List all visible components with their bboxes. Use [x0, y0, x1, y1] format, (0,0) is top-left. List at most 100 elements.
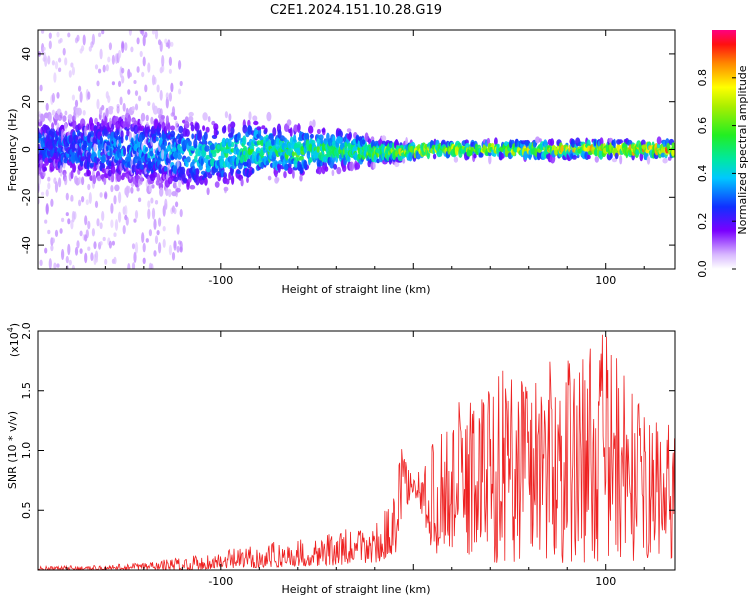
- heatmap-cell: [68, 259, 72, 266]
- heatmap-cell: [61, 217, 65, 223]
- heatmap-cell: [105, 107, 109, 118]
- heatmap-cell: [126, 123, 130, 130]
- heatmap-cell: [44, 55, 48, 67]
- spectrogram-ticks: -100 100 -40 -20 0 20 40: [20, 30, 675, 287]
- colorbar-tick-label: 0.4: [696, 165, 709, 183]
- heatmap-cell: [87, 246, 91, 251]
- heatmap-cell: [134, 103, 139, 111]
- heatmap-cell: [111, 173, 115, 183]
- heatmap-cell: [248, 111, 252, 121]
- snr-multiplier-close: ): [8, 323, 21, 327]
- x-tick-label: -100: [208, 274, 233, 287]
- heatmap-cell: [148, 183, 152, 193]
- heatmap-cell: [479, 151, 484, 158]
- heatmap-cell: [53, 152, 57, 159]
- heatmap-cell: [346, 154, 351, 164]
- heatmap-cell: [87, 183, 91, 191]
- heatmap-cell: [230, 121, 236, 129]
- heatmap-cell: [122, 102, 126, 112]
- heatmap-cell: [102, 236, 106, 242]
- heatmap-cell: [114, 219, 119, 231]
- heatmap-cell: [58, 67, 62, 73]
- heatmap-cell: [487, 151, 492, 157]
- heatmap-cell: [202, 112, 208, 121]
- heatmap-cell: [153, 250, 157, 257]
- heatmap-cell: [67, 243, 71, 256]
- heatmap-cell: [110, 185, 114, 193]
- heatmap-cell: [274, 160, 278, 167]
- colorbar-gradient: [712, 30, 736, 269]
- heatmap-cell: [213, 127, 218, 138]
- heatmap-cell: [74, 143, 79, 149]
- heatmap-cell: [184, 128, 190, 137]
- heatmap-cell: [99, 135, 103, 145]
- heatmap-cell: [56, 92, 60, 99]
- heatmap-cell: [167, 176, 173, 185]
- heatmap-cell: [453, 156, 459, 163]
- heatmap-cell: [134, 210, 139, 219]
- heatmap-cell: [120, 130, 124, 140]
- heatmap-cell: [134, 90, 139, 96]
- heatmap-cell: [203, 131, 208, 141]
- heatmap-cell: [42, 172, 46, 177]
- heatmap-cell: [662, 140, 666, 148]
- heatmap-cell: [76, 34, 80, 42]
- heatmap-cell: [616, 143, 621, 151]
- heatmap-cell: [104, 115, 108, 125]
- heatmap-cell: [299, 174, 303, 182]
- heatmap-cell: [162, 238, 166, 248]
- heatmap-cell: [79, 91, 83, 103]
- heatmap-cell: [312, 119, 316, 128]
- snr-multiplier-base: (x10: [8, 332, 21, 357]
- heatmap-cell: [122, 225, 126, 235]
- heatmap-cell: [131, 118, 136, 123]
- heatmap-cell: [173, 240, 177, 251]
- heatmap-cell: [195, 168, 200, 176]
- heatmap-cell: [113, 195, 117, 205]
- heatmap-cell: [102, 64, 106, 73]
- heatmap-cell: [297, 123, 301, 133]
- heatmap-cell: [205, 126, 210, 133]
- heatmap-cell: [153, 218, 157, 230]
- heatmap-cell: [100, 174, 105, 180]
- heatmap-cell: [64, 57, 68, 66]
- heatmap-cell: [121, 75, 125, 84]
- heatmap-cell: [224, 111, 228, 119]
- heatmap-cell: [272, 127, 277, 137]
- heatmap-cell: [70, 197, 74, 202]
- heatmap-cell: [204, 145, 210, 152]
- heatmap-cell: [48, 32, 52, 39]
- heatmap-cell: [176, 224, 180, 235]
- heatmap-cell: [175, 120, 179, 127]
- heatmap-cell: [144, 84, 148, 93]
- heatmap-cell: [646, 155, 651, 165]
- heatmap-cell: [538, 138, 542, 143]
- heatmap-cell: [140, 112, 146, 122]
- heatmap-cell: [147, 62, 151, 73]
- heatmap-cell: [59, 228, 63, 234]
- heatmap-cell: [523, 150, 528, 161]
- heatmap-cell: [59, 38, 63, 43]
- heatmap-cell: [572, 155, 577, 160]
- heatmap-cell: [151, 207, 156, 220]
- heatmap-cell: [87, 220, 91, 230]
- heatmap-cell: [587, 154, 591, 160]
- heatmap-cell: [123, 146, 127, 157]
- heatmap-cell: [133, 80, 137, 84]
- heatmap-cell: [59, 112, 63, 119]
- heatmap-cell: [47, 176, 51, 182]
- heatmap-cell: [381, 135, 387, 142]
- heatmap-cell: [96, 80, 100, 87]
- heatmap-cell: [65, 192, 69, 201]
- heatmap-cell: [48, 40, 52, 50]
- heatmap-cell: [72, 119, 77, 130]
- heatmap-cell: [287, 167, 293, 175]
- heatmap-cell: [251, 168, 255, 174]
- heatmap-cell: [101, 210, 105, 222]
- heatmap-cell: [99, 241, 103, 246]
- heatmap-cell: [150, 197, 154, 204]
- heatmap-cell: [219, 160, 225, 169]
- heatmap-cell: [165, 96, 169, 109]
- heatmap-cell: [154, 235, 159, 245]
- heatmap-cell: [656, 136, 662, 145]
